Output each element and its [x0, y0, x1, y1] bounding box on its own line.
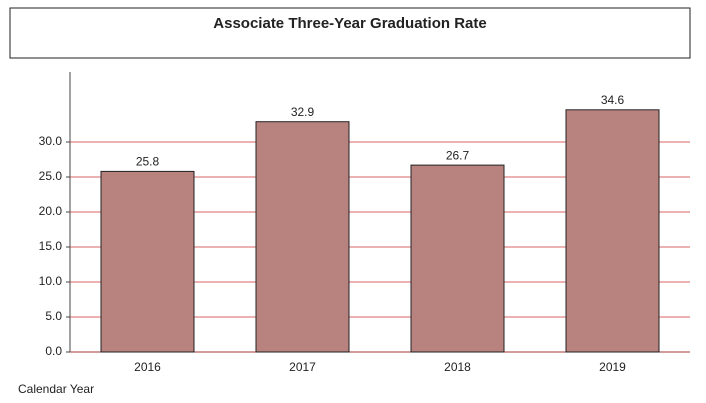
- x-axis-label: Calendar Year: [18, 382, 94, 396]
- chart-title: Associate Three-Year Graduation Rate: [213, 15, 486, 32]
- y-tick-label: 20.0: [39, 204, 63, 218]
- y-tick-label: 15.0: [39, 239, 63, 253]
- data-label: 25.8: [136, 155, 160, 169]
- y-tick-label: 30.0: [39, 134, 63, 148]
- bar: [255, 121, 350, 353]
- data-label: 34.6: [601, 93, 625, 107]
- data-label: 26.7: [446, 148, 470, 162]
- x-tick-label: 2017: [289, 360, 316, 374]
- x-tick-label: 2016: [134, 360, 161, 374]
- y-tick-label: 0.0: [45, 344, 62, 358]
- bar: [100, 170, 195, 353]
- data-label: 32.9: [291, 105, 315, 119]
- y-tick-label: 5.0: [45, 309, 62, 323]
- y-tick-label: 10.0: [39, 274, 63, 288]
- x-tick-label: 2019: [599, 360, 626, 374]
- bar: [565, 109, 660, 353]
- x-tick-label: 2018: [444, 360, 471, 374]
- title-box: [9, 7, 691, 59]
- y-tick-label: 25.0: [39, 169, 63, 183]
- bar: [410, 164, 505, 353]
